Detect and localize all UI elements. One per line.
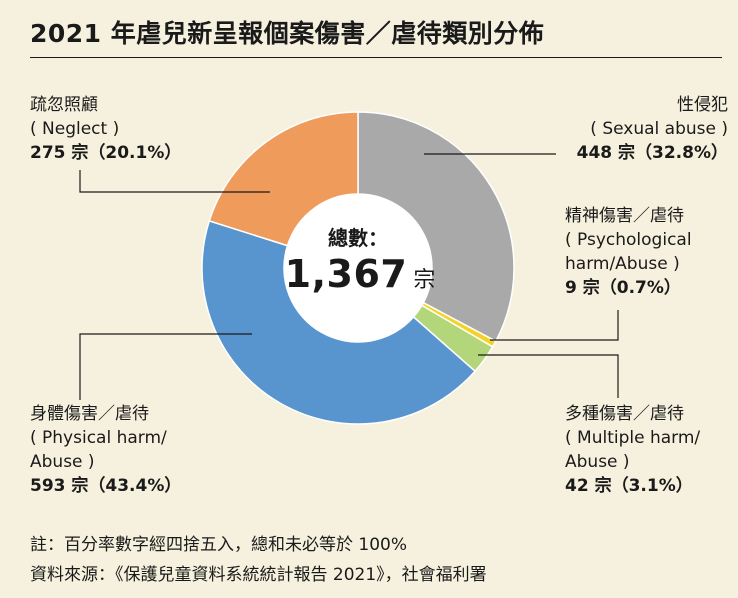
label-multiple: 多種傷害／虐待 ( Multiple harm/ Abuse ) 42 宗（3.… xyxy=(565,402,700,498)
leader-neglect xyxy=(79,170,270,193)
label-neglect-zh: 疏忽照顧 xyxy=(30,95,98,115)
label-psychological: 精神傷害／虐待 ( Psychological harm/Abuse ) 9 宗… xyxy=(565,204,692,300)
label-psych-en1: ( Psychological xyxy=(565,230,692,250)
leader-psych xyxy=(490,310,619,341)
label-sexual-abuse: 性侵犯 ( Sexual abuse ) 448 宗（32.8%） xyxy=(577,93,728,165)
label-multiple-en1: ( Multiple harm/ xyxy=(565,428,701,448)
total-label: 總數： xyxy=(328,226,388,250)
label-psych-en2: harm/Abuse ) xyxy=(565,254,680,274)
label-multiple-en2: Abuse ) xyxy=(565,452,630,472)
chart-title: 2021 年虐兒新呈報個案傷害／虐待類別分佈 xyxy=(30,19,545,48)
label-neglect-en: ( Neglect ) xyxy=(30,119,120,139)
rounding-note: 註：百分率數字經四捨五入，總和未必等於 100% xyxy=(30,535,408,555)
donut-hole xyxy=(284,194,432,342)
label-physical-value: 593 宗（43.4%） xyxy=(30,476,182,496)
label-physical-en2: Abuse ) xyxy=(30,452,95,472)
total-number: 1,367 xyxy=(284,252,408,296)
label-sexual-value: 448 宗（32.8%） xyxy=(576,143,728,163)
label-psych-zh: 精神傷害／虐待 xyxy=(565,206,684,226)
label-physical-zh: 身體傷害／虐待 xyxy=(30,404,149,424)
label-multiple-value: 42 宗（3.1%） xyxy=(565,476,693,496)
label-psych-value: 9 宗（0.7%） xyxy=(565,278,681,298)
leader-multiple xyxy=(478,354,619,398)
label-sexual-en: ( Sexual abuse ) xyxy=(590,119,728,139)
source-note: 資料來源：《保護兒童資料系統統計報告 2021》，社會福利署 xyxy=(30,565,487,585)
label-physical-en1: ( Physical harm/ xyxy=(30,428,167,448)
footnotes: 註：百分率數字經四捨五入，總和未必等於 100% 資料來源：《保護兒童資料系統統… xyxy=(30,530,487,590)
label-multiple-zh: 多種傷害／虐待 xyxy=(565,404,684,424)
label-neglect: 疏忽照顧 ( Neglect ) 275 宗（20.1%） xyxy=(30,93,181,165)
total-unit: 宗 xyxy=(413,268,436,293)
label-physical: 身體傷害／虐待 ( Physical harm/ Abuse ) 593 宗（4… xyxy=(30,402,181,498)
title-divider xyxy=(30,57,722,58)
donut-slices xyxy=(201,111,515,425)
leader-physical xyxy=(79,333,252,400)
leader-lines xyxy=(79,153,619,400)
total-value: 1,367 宗 xyxy=(262,252,458,296)
label-sexual-zh: 性侵犯 xyxy=(677,95,728,115)
label-neglect-value: 275 宗（20.1%） xyxy=(30,143,182,163)
